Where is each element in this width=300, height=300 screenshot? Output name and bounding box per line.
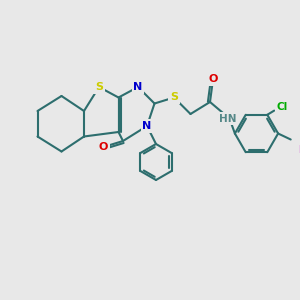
Text: N: N <box>134 82 142 92</box>
Text: S: S <box>95 82 103 92</box>
Text: O: O <box>99 142 108 152</box>
Text: HN: HN <box>219 113 237 124</box>
Text: Cl: Cl <box>276 102 287 112</box>
Text: F: F <box>298 145 300 155</box>
Text: O: O <box>208 74 218 85</box>
Text: S: S <box>170 92 178 103</box>
Text: N: N <box>142 121 152 131</box>
